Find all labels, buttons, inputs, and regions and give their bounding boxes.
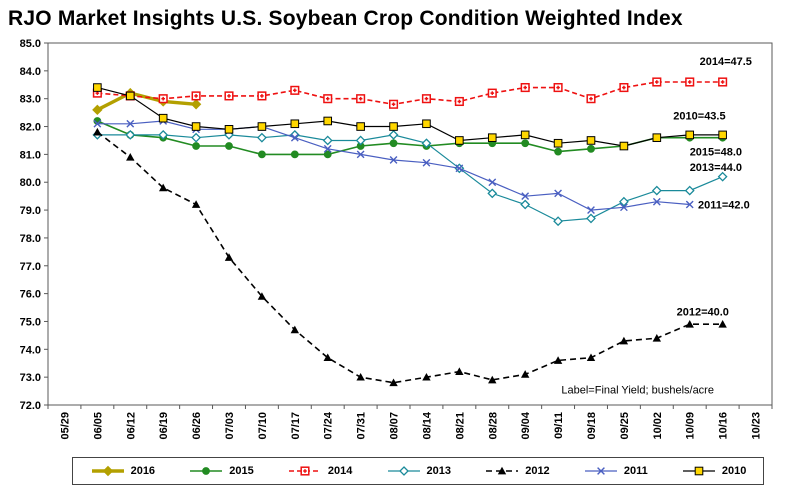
legend-label-2011: 2011 [623,465,648,477]
legend-label-2016: 2016 [130,465,156,477]
svg-text:82.0: 82.0 [20,122,41,134]
legend-item-2012: 2012 [484,464,550,478]
legend-marker-2015 [190,467,223,475]
legend-label-2010: 2010 [721,465,747,477]
legend-item-2015: 2015 [188,464,254,478]
svg-text:06/05: 06/05 [92,412,104,440]
annotation: 2012=40.0 [677,307,729,319]
legend-label-2012: 2012 [525,465,550,477]
svg-text:72.0: 72.0 [20,400,41,412]
svg-text:07/17: 07/17 [290,412,302,440]
svg-text:06/26: 06/26 [191,412,203,440]
y-axis: 72.0 73.0 74.0 75.0 76.0 77.0 78.0 79.0 80.0 81.0… [20,38,48,412]
legend-label-2014: 2014 [327,465,353,477]
legend-item-2010: 2010 [681,464,746,478]
svg-text:78.0: 78.0 [20,233,41,245]
svg-text:09/18: 09/18 [586,412,598,440]
svg-text:74.0: 74.0 [20,344,41,356]
legend-item-2016: 2016 [90,464,155,478]
annotations: 2014=47.5 2010=43.5 2015=48.0 2013=44.0 2011… [561,56,752,397]
svg-text:76.0: 76.0 [20,289,41,301]
legend-label-2015: 2015 [229,465,254,477]
legend-marker-2011 [584,467,617,475]
legend-item-2013: 2013 [386,464,451,478]
svg-text:80.0: 80.0 [20,177,41,189]
svg-text:06/19: 06/19 [158,412,170,440]
annotation: 2013=44.0 [690,162,742,174]
svg-text:08/21: 08/21 [454,412,466,440]
series-2012 [93,127,727,387]
svg-text:75.0: 75.0 [20,316,41,328]
series-2014 [92,77,728,109]
svg-text:81.0: 81.0 [20,149,41,161]
legend-item-2014: 2014 [287,464,352,478]
svg-text:07/03: 07/03 [224,412,236,440]
annotation: 2011=42.0 [698,200,750,212]
svg-text:77.0: 77.0 [20,261,41,273]
svg-text:10/09: 10/09 [685,412,697,440]
legend-marker-2013 [387,466,420,476]
legend-marker-2010 [682,466,715,476]
plot-area [47,42,773,406]
legend-label-2013: 2013 [426,465,452,477]
svg-text:10/23: 10/23 [751,412,763,440]
annotation: 2014=47.5 [700,56,752,68]
svg-text:07/31: 07/31 [356,412,368,440]
svg-text:09/04: 09/04 [520,411,532,439]
svg-text:79.0: 79.0 [20,205,41,217]
svg-text:10/02: 10/02 [652,412,664,440]
chart-legend: 2016 2015 2014 2013 2012 2011 2010 [72,457,764,485]
svg-text:07/10: 07/10 [257,412,269,440]
svg-text:06/12: 06/12 [125,412,137,440]
svg-text:10/16: 10/16 [718,412,730,440]
svg-text:05/29: 05/29 [59,412,71,440]
chart-title: RJO Market Insights U.S. Soybean Crop Co… [8,7,683,30]
svg-text:08/28: 08/28 [487,412,499,440]
svg-text:73.0: 73.0 [20,372,41,384]
svg-text:09/25: 09/25 [619,412,631,440]
svg-text:09/11: 09/11 [553,412,565,439]
legend-marker-2012 [486,466,519,475]
annotation: 2015=48.0 [690,147,742,159]
chart-svg: 72.0 73.0 74.0 75.0 76.0 77.0 78.0 79.0 80.0 81.0… [20,38,773,440]
svg-text:08/14: 08/14 [421,411,433,439]
svg-text:85.0: 85.0 [20,38,41,50]
svg-text:08/07: 08/07 [389,412,401,440]
legend-marker-2016 [91,465,124,477]
svg-text:84.0: 84.0 [20,66,41,78]
series-2010 [93,83,727,151]
svg-text:83.0: 83.0 [20,94,41,106]
svg-text:07/24: 07/24 [323,411,335,439]
legend-item-2011: 2011 [583,464,648,478]
annotation: Label=Final Yield; bushels/acre [561,385,714,397]
annotation: 2010=43.5 [673,110,725,122]
x-axis: 05/29 06/05 06/12 06/19 06/26 07/03 07/10 07/17… [47,405,773,440]
legend-marker-2014 [288,466,321,476]
